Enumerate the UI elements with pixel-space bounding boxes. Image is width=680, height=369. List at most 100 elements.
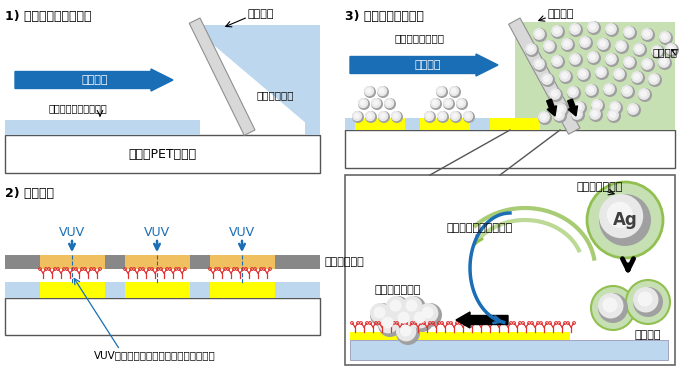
Circle shape: [659, 31, 673, 45]
Circle shape: [402, 296, 422, 316]
Circle shape: [352, 111, 362, 121]
FancyArrow shape: [350, 54, 498, 76]
Bar: [125, 255, 190, 269]
Circle shape: [589, 108, 601, 120]
Circle shape: [549, 88, 563, 102]
Circle shape: [370, 303, 394, 327]
Bar: [5, 282, 320, 298]
Circle shape: [648, 73, 662, 87]
Circle shape: [373, 100, 379, 106]
Circle shape: [598, 293, 628, 323]
Circle shape: [633, 287, 663, 317]
Circle shape: [410, 308, 430, 328]
Circle shape: [659, 31, 671, 43]
Circle shape: [541, 73, 553, 85]
Circle shape: [587, 21, 599, 33]
Circle shape: [611, 103, 618, 110]
Circle shape: [621, 85, 635, 99]
Circle shape: [430, 98, 442, 110]
Circle shape: [638, 88, 650, 100]
Circle shape: [541, 73, 555, 87]
Circle shape: [418, 303, 442, 327]
Circle shape: [418, 303, 439, 323]
Circle shape: [625, 28, 632, 35]
Circle shape: [452, 113, 458, 119]
Bar: [5, 255, 320, 269]
Circle shape: [559, 70, 571, 82]
Circle shape: [391, 111, 403, 123]
Circle shape: [609, 111, 616, 118]
Circle shape: [579, 70, 586, 77]
Circle shape: [443, 98, 453, 108]
Circle shape: [589, 53, 596, 60]
Circle shape: [577, 68, 591, 82]
Circle shape: [456, 98, 468, 110]
Bar: [40, 282, 105, 298]
Circle shape: [603, 83, 615, 95]
Circle shape: [390, 300, 402, 311]
Circle shape: [569, 53, 583, 67]
Circle shape: [549, 88, 561, 100]
Circle shape: [631, 71, 643, 83]
Circle shape: [360, 100, 366, 106]
Circle shape: [370, 303, 390, 323]
Circle shape: [571, 55, 578, 62]
Circle shape: [386, 296, 410, 320]
Circle shape: [607, 25, 614, 32]
Circle shape: [553, 27, 560, 34]
Circle shape: [396, 321, 416, 341]
Circle shape: [623, 56, 635, 68]
Bar: [350, 332, 570, 340]
Circle shape: [561, 38, 575, 52]
Circle shape: [426, 113, 432, 119]
Circle shape: [367, 113, 373, 119]
Circle shape: [543, 40, 557, 54]
Circle shape: [424, 111, 435, 121]
Circle shape: [437, 111, 449, 123]
Circle shape: [605, 23, 617, 35]
Circle shape: [587, 182, 663, 258]
Circle shape: [623, 56, 637, 70]
Text: 印刷方向: 印刷方向: [415, 60, 441, 70]
Circle shape: [651, 45, 665, 59]
Circle shape: [449, 86, 459, 96]
Circle shape: [380, 113, 386, 119]
Circle shape: [587, 86, 594, 93]
Circle shape: [633, 43, 647, 57]
Circle shape: [422, 307, 434, 318]
Text: 1) フッ素樹脂塗工工程: 1) フッ素樹脂塗工工程: [5, 10, 92, 23]
Circle shape: [567, 86, 581, 100]
Bar: [5, 135, 320, 173]
Text: 2) 露光工程: 2) 露光工程: [5, 187, 54, 200]
Circle shape: [563, 40, 570, 47]
Bar: [5, 298, 320, 335]
Circle shape: [641, 28, 655, 42]
Circle shape: [393, 113, 398, 119]
Circle shape: [451, 88, 457, 94]
Circle shape: [413, 311, 426, 324]
Circle shape: [587, 21, 601, 35]
Text: 基材（PETなど）: 基材（PETなど）: [128, 148, 196, 161]
Text: VUV: VUV: [144, 225, 170, 238]
Circle shape: [599, 40, 606, 47]
Circle shape: [553, 57, 560, 64]
Circle shape: [391, 111, 401, 121]
Bar: [5, 120, 200, 135]
Circle shape: [543, 40, 555, 52]
Text: フッ素樹脂液: フッ素樹脂液: [256, 90, 294, 100]
Circle shape: [571, 108, 583, 120]
Circle shape: [631, 71, 645, 85]
Circle shape: [641, 58, 653, 70]
Circle shape: [377, 86, 387, 96]
Circle shape: [538, 111, 552, 125]
Circle shape: [641, 58, 655, 72]
Circle shape: [378, 313, 398, 334]
Circle shape: [637, 292, 653, 307]
Circle shape: [617, 42, 624, 49]
Circle shape: [591, 99, 605, 113]
Circle shape: [458, 100, 464, 106]
Circle shape: [525, 43, 537, 55]
Circle shape: [436, 86, 446, 96]
Circle shape: [587, 51, 601, 65]
Text: フォトマスク: フォトマスク: [325, 257, 364, 267]
